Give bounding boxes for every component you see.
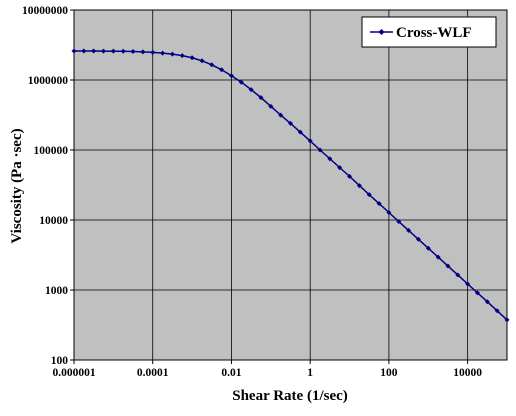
data-point <box>101 48 107 54</box>
data-point <box>71 48 77 54</box>
data-point <box>504 317 510 323</box>
legend: Cross-WLF <box>361 16 497 48</box>
data-point <box>160 50 166 56</box>
legend-marker <box>378 29 385 35</box>
data-point <box>297 129 303 135</box>
x-tick-label: 10000 <box>453 367 482 379</box>
data-point <box>327 156 333 162</box>
x-tick-label: 100 <box>380 367 398 379</box>
data-point <box>366 192 372 198</box>
data-point <box>258 95 264 101</box>
y-tick-label: 10000000 <box>22 5 68 17</box>
data-point <box>209 62 215 68</box>
x-tick-labels: 0.000001 0.0001 0.01 1 100 10000 <box>52 367 482 379</box>
data-point <box>169 51 175 57</box>
legend-label: Cross-WLF <box>396 25 472 41</box>
data-point <box>347 173 353 179</box>
data-point <box>337 165 343 171</box>
data-point <box>110 48 116 54</box>
data-point <box>396 219 402 225</box>
data-point <box>248 87 254 93</box>
data-point <box>228 73 234 79</box>
data-point <box>179 53 185 59</box>
y-tick-labels: 100 1000 10000 100000 1000000 10000000 <box>22 5 68 367</box>
data-point <box>91 48 97 54</box>
data-point <box>356 183 362 189</box>
x-axis-title: Shear Rate (1/sec) <box>232 388 348 404</box>
data-point <box>484 299 490 305</box>
data-point <box>199 58 205 64</box>
data-point <box>219 67 225 73</box>
data-point <box>150 49 156 55</box>
y-tick-label: 1000000 <box>28 75 69 87</box>
data-point <box>494 308 500 314</box>
data-point <box>386 209 392 215</box>
data-point <box>130 49 136 55</box>
data-point <box>307 138 313 144</box>
x-tick-label: 0.000001 <box>52 367 95 379</box>
data-point <box>435 254 441 260</box>
data-point <box>278 112 284 118</box>
y-tick-label: 100000 <box>34 145 69 157</box>
data-point <box>376 201 382 207</box>
data-point <box>425 245 431 251</box>
data-point <box>445 263 451 269</box>
data-point <box>474 290 480 296</box>
data-point <box>189 55 195 61</box>
data-point <box>81 48 87 54</box>
tick-marks <box>70 9 469 364</box>
data-point <box>268 103 274 109</box>
y-axis-title: Viscosity (Pa ·sec) <box>9 128 25 243</box>
data-point <box>465 281 471 287</box>
x-tick-label: 0.0001 <box>137 367 169 379</box>
data-point <box>140 49 146 55</box>
data-point <box>455 272 461 278</box>
data-point <box>406 227 412 233</box>
data-point <box>287 120 293 126</box>
plot-area <box>73 9 508 361</box>
x-tick-label: 0.01 <box>221 367 241 379</box>
y-tick-label: 10000 <box>39 215 68 227</box>
data-point <box>317 147 323 153</box>
data-point <box>120 48 126 54</box>
y-tick-label: 100 <box>51 355 69 367</box>
data-point <box>415 236 421 242</box>
series-cross-wlf <box>71 48 510 323</box>
data-point <box>238 79 244 85</box>
y-tick-label: 1000 <box>45 285 68 297</box>
x-tick-label: 1 <box>307 367 313 379</box>
grid-lines <box>74 10 507 360</box>
